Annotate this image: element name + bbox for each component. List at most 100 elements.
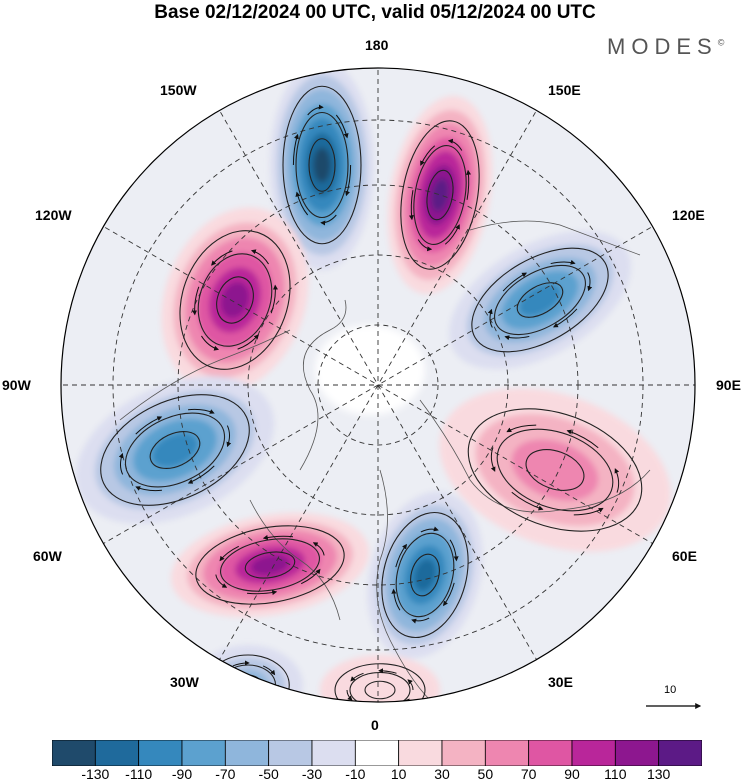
anomaly-shade xyxy=(313,147,331,183)
coastline xyxy=(299,299,347,471)
brand-mark: © xyxy=(717,37,725,48)
wind-streamline xyxy=(487,308,493,328)
colorbar-swatch xyxy=(181,740,226,766)
anomaly-lobe xyxy=(387,96,493,294)
coastline xyxy=(419,399,651,513)
coastline xyxy=(469,220,641,256)
wind-streamline xyxy=(135,486,162,492)
colorbar-tick-label: -10 xyxy=(345,766,366,782)
contour-line xyxy=(413,145,467,245)
wind-streamline xyxy=(211,250,233,266)
wind-streamline xyxy=(449,539,459,562)
anomaly-lobe xyxy=(320,655,440,702)
colorbar-swatch xyxy=(354,740,400,766)
lon-label-150w: 150W xyxy=(160,82,197,98)
anomaly-lobe xyxy=(171,512,369,618)
contour-line xyxy=(308,138,336,192)
wind-streamline xyxy=(307,104,324,116)
wind-streamline xyxy=(335,114,349,139)
wind-streamline xyxy=(466,169,472,200)
anomaly-shade xyxy=(511,439,599,501)
contour-line xyxy=(516,282,564,318)
wind-streamline xyxy=(237,334,259,350)
wind-streamline xyxy=(396,698,410,702)
anomaly-shade xyxy=(431,178,449,212)
lon-label-30e: 30E xyxy=(548,674,573,690)
contour-line xyxy=(525,449,585,491)
wind-streamline xyxy=(320,214,337,226)
wind-streamline xyxy=(511,491,544,511)
colorbar-tick-label: 90 xyxy=(564,766,580,782)
wind-streamline xyxy=(504,335,530,341)
wind-streamline xyxy=(201,335,220,351)
wind-streamline xyxy=(566,429,599,449)
wind-streamline xyxy=(444,224,460,245)
anomaly-lobe xyxy=(270,68,374,270)
wind-streamline xyxy=(391,588,401,611)
wind-streamline xyxy=(232,660,250,667)
colorbar-swatch xyxy=(268,740,313,766)
wind-streamline xyxy=(345,164,352,197)
colorbar-swatch xyxy=(658,740,702,766)
contour-line xyxy=(400,120,480,270)
wind-streamline xyxy=(378,668,397,674)
wind-streamline xyxy=(262,534,293,540)
wind-streamline xyxy=(506,424,537,433)
contour-line xyxy=(334,663,426,702)
wind-vectors xyxy=(118,104,620,710)
colorbar-swatch xyxy=(571,740,616,766)
contour-line xyxy=(244,551,296,579)
brand-text: MODES xyxy=(607,34,718,59)
reference-vector-label: 10 xyxy=(664,684,677,696)
map-disc xyxy=(61,68,695,710)
wind-streamline xyxy=(346,689,353,701)
anomaly-lobe xyxy=(439,388,671,552)
colorbar-swatch xyxy=(138,740,183,766)
wind-streamline xyxy=(135,416,163,435)
wind-streamline xyxy=(226,425,232,448)
colorbar-swatch xyxy=(484,740,530,766)
anomaly-lobe xyxy=(193,645,303,702)
anomaly-lobe xyxy=(75,376,275,524)
wind-streamline xyxy=(250,249,269,265)
wind-streamline xyxy=(292,133,299,166)
colorbar-tick-label: 130 xyxy=(646,766,671,782)
wind-streamline xyxy=(188,408,215,414)
contour-line xyxy=(197,253,273,347)
lon-label-180: 180 xyxy=(365,37,389,53)
wind-streamline xyxy=(614,468,620,493)
wind-streamline xyxy=(395,543,408,568)
wind-streamline xyxy=(502,272,528,292)
graticule xyxy=(61,68,695,702)
colorbar-tick-label: -130 xyxy=(81,766,110,782)
colorbar-tick-label: 10 xyxy=(390,766,407,782)
coastline xyxy=(119,329,291,421)
wind-streamline xyxy=(420,145,436,166)
contour-line xyxy=(426,169,454,221)
wind-streamline xyxy=(550,259,576,265)
contour-line xyxy=(100,394,250,506)
wind-streamline xyxy=(364,707,381,710)
colorbar-swatch xyxy=(441,740,486,766)
lon-label-60w: 60W xyxy=(33,548,62,564)
contour-line xyxy=(364,680,396,700)
lon-label-150e: 150E xyxy=(548,82,581,98)
colorbar-tick-label: 110 xyxy=(604,766,627,782)
contour-line xyxy=(410,553,440,597)
lon-label-120w: 120W xyxy=(35,207,72,223)
wind-streamline xyxy=(273,684,279,698)
contour-line xyxy=(471,247,609,353)
lon-label-90e: 90E xyxy=(716,377,741,393)
map-border xyxy=(60,67,696,703)
wind-streamline xyxy=(219,545,240,562)
wind-streamline xyxy=(247,590,278,596)
colorbar-swatch xyxy=(398,740,443,766)
wind-streamline xyxy=(118,452,124,475)
wind-streamline xyxy=(407,679,414,691)
brand-logo: MODES© xyxy=(607,34,724,60)
colorbar-tick-label: -90 xyxy=(171,766,193,782)
wind-streamline xyxy=(587,272,593,292)
contour-line xyxy=(179,230,291,370)
contour-line xyxy=(295,111,349,219)
